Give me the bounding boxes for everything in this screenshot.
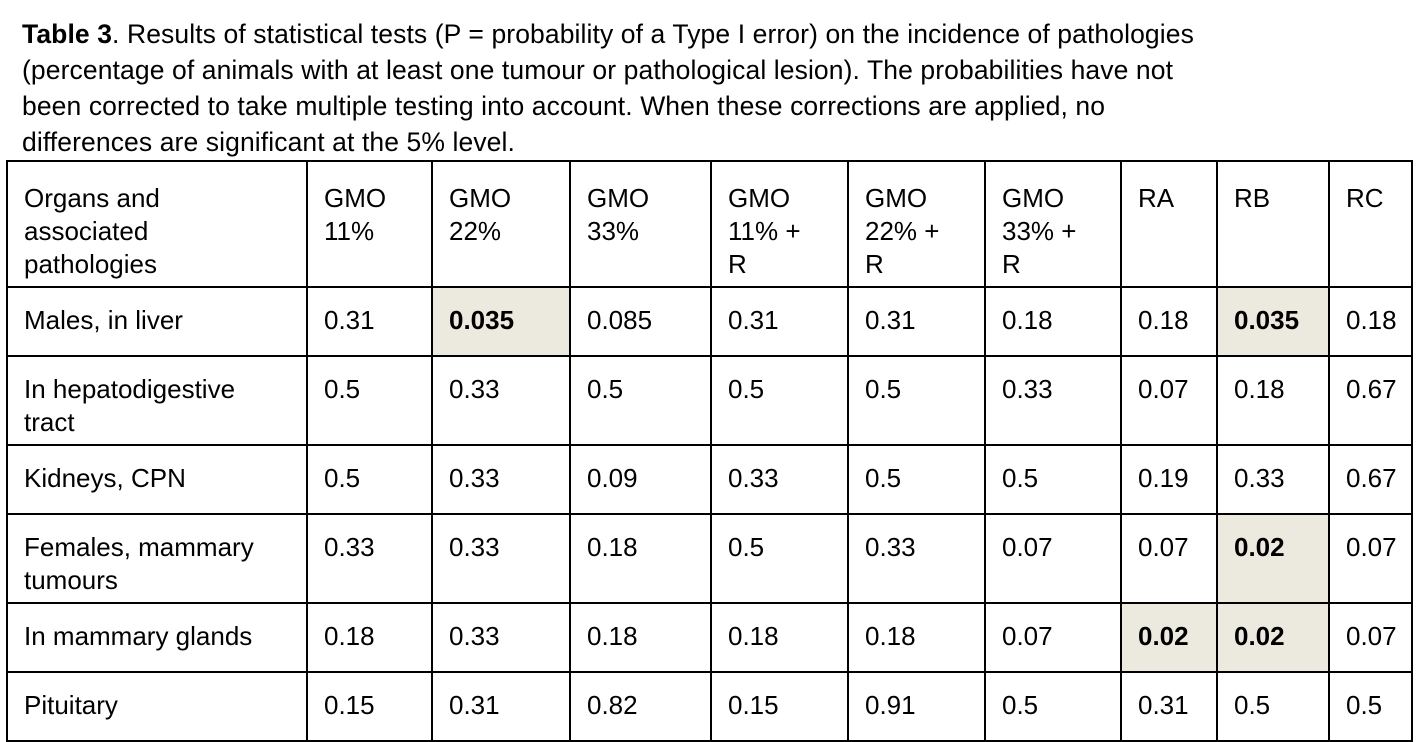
value-cell: 0.67 [1328,355,1413,446]
value-cell: 0.33 [431,355,571,446]
value-cell: 0.31 [710,286,849,357]
value-cell: 0.5 [984,671,1122,742]
header-cell: GMO 33% + R [984,160,1122,288]
significant-value-cell: 0.02 [1216,602,1330,673]
value-cell: 0.33 [431,513,571,604]
value-cell: 0.18 [710,602,849,673]
value-cell: 0.09 [569,444,712,515]
table-row: In mammary glands 0.18 0.33 0.18 0.18 0.18 0.0… [6,602,1413,673]
header-cell: GMO 33% [569,160,712,288]
value-cell: 0.33 [710,444,849,515]
value-cell: 0.07 [1328,602,1413,673]
results-table: Organs and associated pathologies GMO 11… [6,160,1413,742]
value-cell: 0.07 [1120,513,1218,604]
value-cell: 0.07 [1328,513,1413,604]
row-label: Pituitary [6,671,308,742]
significant-value-cell: 0.02 [1216,513,1330,604]
table-caption: Table 3. Results of statistical tests (P… [22,16,1404,160]
value-cell: 0.085 [569,286,712,357]
header-cell: Organs and associated pathologies [6,160,308,288]
value-cell: 0.33 [431,602,571,673]
value-cell: 0.5 [1216,671,1330,742]
value-cell: 0.19 [1120,444,1218,515]
value-cell: 0.5 [710,355,849,446]
table-row: In hepatodigestive tract 0.5 0.33 0.5 0.5 0.5… [6,355,1413,446]
row-label: In hepatodigestive tract [6,355,308,446]
value-cell: 0.33 [847,513,986,604]
value-cell: 0.31 [847,286,986,357]
row-label: Females, mammary tumours [6,513,308,604]
table-row: Kidneys, CPN 0.5 0.33 0.09 0.33 0.5 0.5 0.19 0.3… [6,444,1413,515]
value-cell: 0.18 [984,286,1122,357]
value-cell: 0.91 [847,671,986,742]
value-cell: 0.15 [306,671,433,742]
value-cell: 0.33 [431,444,571,515]
value-cell: 0.18 [1120,286,1218,357]
value-cell: 0.18 [569,602,712,673]
caption-text-2: (percentage of animals with at least one… [22,55,1174,85]
header-cell: GMO 11% [306,160,433,288]
value-cell: 0.33 [1216,444,1330,515]
value-cell: 0.33 [984,355,1122,446]
value-cell: 0.18 [306,602,433,673]
value-cell: 0.82 [569,671,712,742]
value-cell: 0.5 [847,444,986,515]
caption-label: Table 3 [22,19,113,49]
header-cell: GMO 11% + R [710,160,849,288]
table-row: Males, in liver 0.31 0.035 0.085 0.31 0.31 0.1… [6,286,1413,357]
value-cell: 0.07 [1120,355,1218,446]
value-cell: 0.18 [847,602,986,673]
caption-text-1: . Results of statistical tests (P = prob… [112,19,1194,49]
value-cell: 0.5 [984,444,1122,515]
value-cell: 0.15 [710,671,849,742]
value-cell: 0.33 [306,513,433,604]
value-cell: 0.67 [1328,444,1413,515]
table-row: Pituitary 0.15 0.31 0.82 0.15 0.91 0.5 0.31 0.5 0… [6,671,1413,742]
value-cell: 0.5 [306,355,433,446]
significant-value-cell: 0.035 [431,286,571,357]
value-cell: 0.5 [1328,671,1413,742]
value-cell: 0.5 [569,355,712,446]
value-cell: 0.5 [306,444,433,515]
value-cell: 0.31 [1120,671,1218,742]
table-row: Females, mammary tumours 0.33 0.33 0.18 0.5 0… [6,513,1413,604]
caption-text-3: been corrected to take multiple testing … [22,91,1106,121]
value-cell: 0.07 [984,602,1122,673]
significant-value-cell: 0.02 [1120,602,1218,673]
row-label: Kidneys, CPN [6,444,308,515]
row-label: Males, in liver [6,286,308,357]
value-cell: 0.31 [306,286,433,357]
row-label: In mammary glands [6,602,308,673]
value-cell: 0.18 [569,513,712,604]
header-cell: RC [1328,160,1413,288]
value-cell: 0.18 [1216,355,1330,446]
table-header-row: Organs and associated pathologies GMO 11… [6,160,1413,288]
value-cell: 0.5 [710,513,849,604]
value-cell: 0.31 [431,671,571,742]
significant-value-cell: 0.035 [1216,286,1330,357]
header-cell: RB [1216,160,1330,288]
value-cell: 0.5 [847,355,986,446]
header-cell: RA [1120,160,1218,288]
caption-text-4: differences are significant at the 5% le… [22,127,515,157]
value-cell: 0.07 [984,513,1122,604]
header-cell: GMO 22% + R [847,160,986,288]
header-cell: GMO 22% [431,160,571,288]
value-cell: 0.18 [1328,286,1413,357]
